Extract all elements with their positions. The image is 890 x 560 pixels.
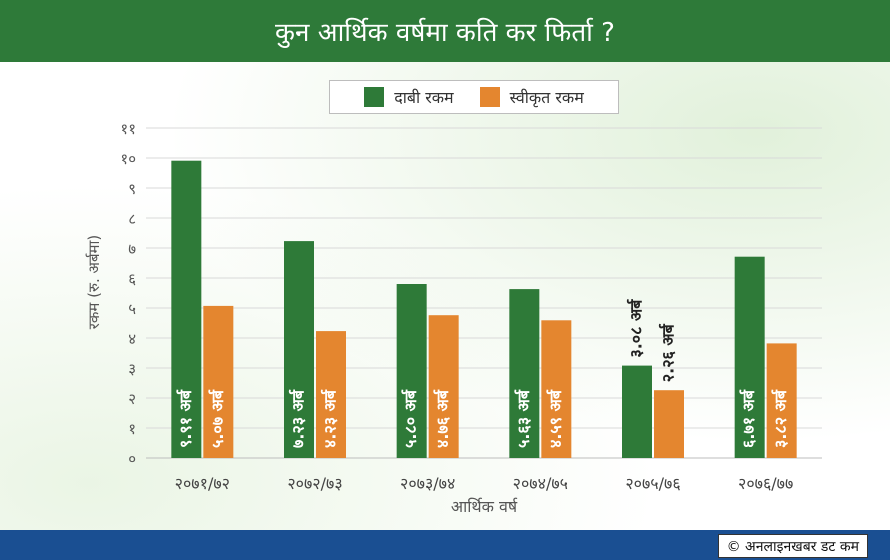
data-label-claimed: ३.०८ अर्ब [627,299,646,358]
y-tick-label: ६ [128,270,136,288]
x-tick-label: २०७१/७२ [175,474,230,493]
y-tick-label: १० [120,150,136,168]
x-axis-title: आर्थिक वर्ष [451,497,518,516]
y-tick-label: ९ [128,180,136,198]
data-label-claimed: ५.८० अर्ब [401,389,420,448]
legend-item-approved: स्वीकृत रकम [479,86,584,108]
y-tick-label: ४ [128,330,136,348]
bar-claimed [734,256,765,458]
y-tick-label: १ [128,420,136,438]
data-label-claimed: ७.२३ अर्ब [289,389,308,448]
x-tick-label: २०७३/७४ [400,474,455,493]
y-tick-label: ३ [128,360,136,378]
y-axis-title: रकम (रु. अर्बमा) [85,235,103,329]
legend-swatch-approved [479,87,500,107]
data-label-approved: ४.५९ अर्ब [546,389,565,448]
data-label-approved: ३.८२ अर्ब [771,389,790,448]
y-tick-label: ८ [128,210,136,228]
bar-claimed [171,160,202,458]
bar-approved [203,305,234,458]
legend-label-claimed: दाबी रकम [394,88,454,107]
data-label-claimed: ५.६३ अर्ब [514,389,533,448]
y-tick-label: ११ [120,120,136,138]
page-title: कुन आर्थिक वर्षमा कति कर फिर्ता ? [275,18,615,48]
legend-swatch-claimed [364,87,385,107]
bar-approved [428,315,459,458]
bar-approved [316,331,346,458]
y-tick-label: २ [128,390,136,408]
x-tick-label: २०७६/७७ [738,474,793,493]
data-label-approved: ४.२३ अर्ब [321,389,340,448]
bar-chart: ० १ २ ३ ४ ५ ६ ७ ८ ९ १० ११ रकम (रु. अर्बमा) आर्थिक वर्… [85,120,822,516]
bar-approved [654,390,684,458]
header-bar: कुन आर्थिक वर्षमा कति कर फिर्ता ? [0,0,890,62]
data-label-claimed: ६.७१ अर्ब [739,389,758,448]
bar-claimed [622,365,652,458]
bar-claimed [509,289,540,458]
chart-legend: दाबी रकम स्वीकृत रकम [329,80,619,114]
bar-approved [541,320,572,458]
data-label-approved: ५.०७ अर्ब [208,389,227,448]
credit-badge: © अनलाइनखबर डट कम [717,534,868,558]
x-tick-label: २०७४/७५ [513,474,568,493]
legend-item-claimed: दाबी रकम [364,86,454,108]
data-label-approved: २.२६ अर्ब [659,323,678,382]
bar-claimed [284,241,314,458]
y-tick-label: ५ [128,300,136,318]
bar-claimed [396,284,427,458]
bar-approved [766,343,797,458]
data-label-approved: ४.७६ अर्ब [433,389,452,448]
y-tick-label: ० [128,450,136,468]
legend-label-approved: स्वीकृत रकम [509,88,584,107]
x-tick-label: २०७२/७३ [287,474,342,493]
data-label-claimed: ९.९१ अर्ब [176,389,195,448]
x-tick-label: २०७५/७६ [625,474,680,493]
y-tick-label: ७ [128,240,136,258]
